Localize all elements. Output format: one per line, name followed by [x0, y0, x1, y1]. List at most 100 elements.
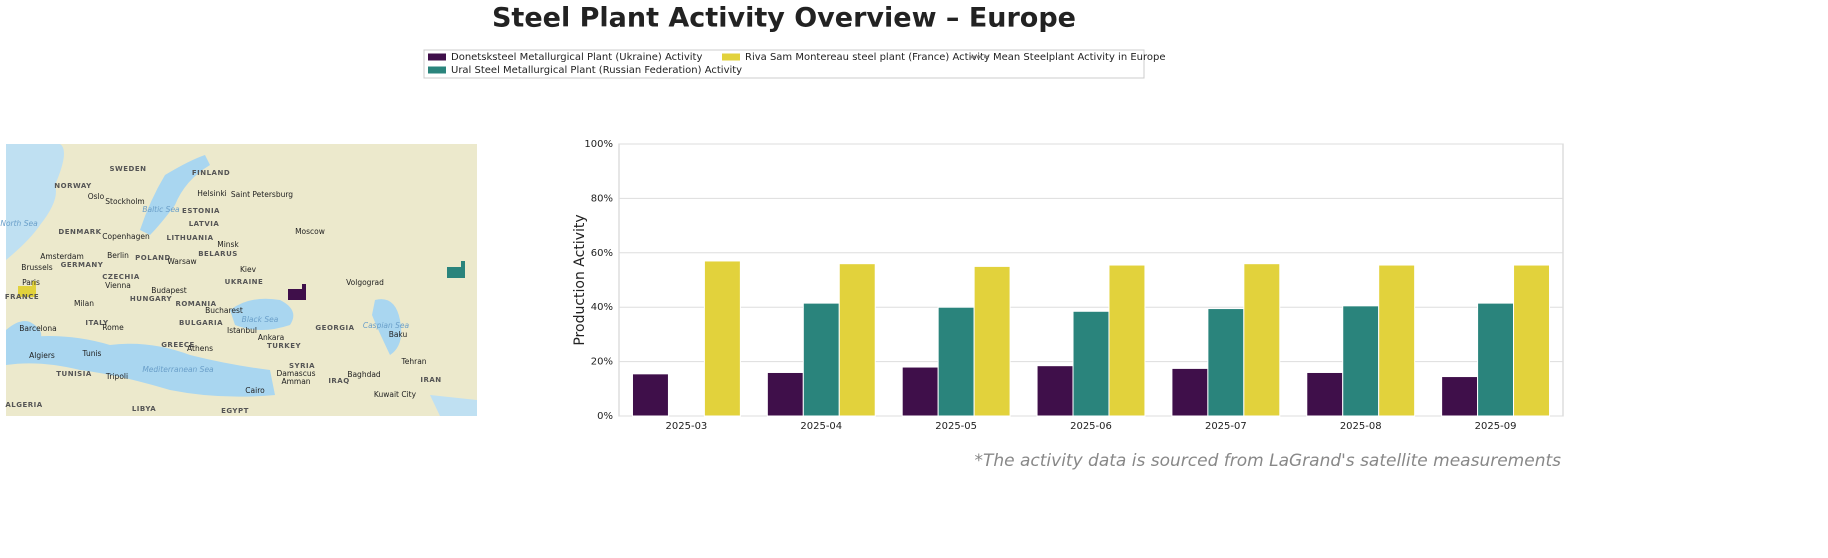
- legend-swatch: [428, 53, 446, 61]
- plant-icon: [447, 261, 465, 278]
- map-label: Saint Petersburg: [231, 190, 293, 199]
- map-label: Algiers: [29, 351, 55, 360]
- bar: [1036, 365, 1074, 417]
- map-label: Damascus: [277, 369, 316, 378]
- map-label: Tripoli: [105, 372, 128, 381]
- x-tick-label: 2025-09: [1475, 421, 1517, 432]
- map-label: GEORGIA: [315, 324, 354, 332]
- map-label: Brussels: [21, 263, 52, 272]
- map-label: Paris: [22, 278, 40, 287]
- map-label: ESTONIA: [182, 207, 220, 215]
- y-tick-label: 100%: [584, 139, 613, 150]
- map-sea: [6, 144, 64, 260]
- map-label: Stockholm: [105, 197, 145, 206]
- bar: [1207, 308, 1245, 417]
- x-tick-label: 2025-06: [1070, 421, 1112, 432]
- map-label: BELARUS: [198, 250, 238, 258]
- map-label: DENMARK: [58, 228, 101, 236]
- map-sea: [6, 321, 42, 345]
- map-label: Oslo: [88, 192, 105, 201]
- map-label: Budapest: [151, 286, 187, 295]
- legend-label: Ural Steel Metallurgical Plant (Russian …: [451, 65, 742, 76]
- y-axis-label: Production Activity: [572, 214, 588, 345]
- map-label: Copenhagen: [102, 232, 150, 241]
- y-tick-label: 60%: [591, 248, 613, 259]
- legend-label: Riva Sam Montereau steel plant (France) …: [745, 52, 990, 63]
- map-label: GREECE: [161, 341, 195, 349]
- map-label: IRAQ: [328, 377, 349, 385]
- bar: [766, 371, 804, 417]
- map-sea: [140, 155, 210, 235]
- bar: [802, 302, 840, 417]
- bar: [703, 260, 741, 417]
- map-label: Minsk: [217, 240, 239, 249]
- legend-label: Mean Steelplant Activity in Europe: [993, 52, 1166, 63]
- map-label: Black Sea: [242, 315, 279, 324]
- map-label: Amsterdam: [40, 252, 84, 261]
- plant-icon: [288, 284, 306, 300]
- map-sea: [430, 395, 477, 416]
- plant-icon: [18, 281, 36, 297]
- map-sea: [6, 336, 275, 397]
- map-label: BULGARIA: [179, 319, 223, 327]
- legend-swatch: [428, 66, 446, 74]
- map-label: Milan: [74, 299, 94, 308]
- map-label: Bucharest: [205, 306, 243, 315]
- y-tick-label: 40%: [591, 302, 613, 313]
- map-label: SYRIA: [289, 362, 315, 370]
- map-sea: [372, 299, 402, 355]
- map-label: Baltic Sea: [142, 205, 180, 214]
- legend-box: [423, 49, 1145, 79]
- y-tick-label: 20%: [591, 357, 613, 368]
- map-label: Caspian Sea: [363, 321, 410, 330]
- x-tick-label: 2025-07: [1205, 421, 1247, 432]
- map-label: Ankara: [258, 333, 284, 342]
- bar: [1171, 367, 1209, 417]
- map-label: Tehran: [400, 357, 426, 366]
- bar: [1108, 264, 1146, 417]
- map-label: Athens: [187, 344, 213, 353]
- bar: [1243, 263, 1281, 417]
- map-label: HUNGARY: [130, 295, 173, 303]
- map-label: ALGERIA: [5, 401, 42, 409]
- map-label: Baku: [389, 330, 408, 339]
- bar: [901, 366, 939, 417]
- map-label: ITALY: [85, 319, 109, 327]
- y-tick-label: 0%: [597, 411, 613, 422]
- map-label: Kuwait City: [374, 390, 417, 399]
- map-label: UKRAINE: [225, 278, 264, 286]
- map-label: TURKEY: [267, 342, 302, 350]
- map-label: Kiev: [240, 265, 257, 274]
- bar: [838, 263, 876, 417]
- map-label: Berlin: [107, 251, 129, 260]
- bar: [937, 306, 975, 417]
- x-tick-label: 2025-03: [666, 421, 708, 432]
- map-label: CZECHIA: [102, 273, 140, 281]
- map-label: Helsinki: [197, 189, 227, 198]
- map-label: NORWAY: [54, 182, 92, 190]
- legend-label: Donetsksteel Metallurgical Plant (Ukrain…: [451, 52, 702, 63]
- bar: [973, 265, 1011, 417]
- map-label: EGYPT: [221, 407, 249, 415]
- map-label: ROMANIA: [175, 300, 216, 308]
- map-label: FINLAND: [192, 169, 230, 177]
- map-label: Amman: [281, 377, 310, 386]
- chart-title: Steel Plant Activity Overview – Europe: [492, 3, 1076, 34]
- map-label: Barcelona: [19, 324, 56, 333]
- map-label: Warsaw: [167, 257, 196, 266]
- map-label: Moscow: [295, 227, 325, 236]
- bar: [1342, 305, 1380, 417]
- x-tick-label: 2025-04: [800, 421, 842, 432]
- map-label: TUNISIA: [56, 370, 92, 378]
- y-tick-label: 80%: [591, 193, 613, 204]
- map-label: SWEDEN: [110, 165, 147, 173]
- x-tick-label: 2025-08: [1340, 421, 1382, 432]
- map-label: LITHUANIA: [167, 234, 214, 242]
- map-label: Vienna: [105, 281, 131, 290]
- bar: [1513, 264, 1551, 417]
- map-sea: [230, 298, 294, 330]
- map-label: LIBYA: [132, 405, 156, 413]
- bar: [1477, 302, 1515, 417]
